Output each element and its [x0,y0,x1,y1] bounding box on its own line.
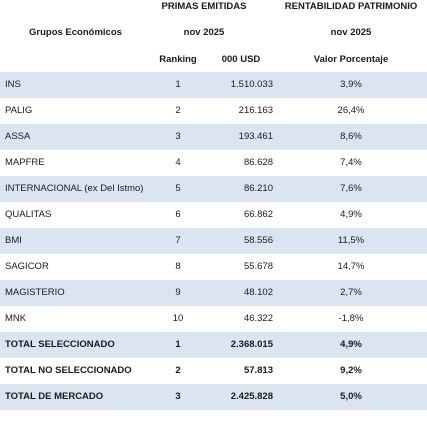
rentabilidad-value: 4,9% [340,209,362,220]
primas-value: 48.102 [243,287,273,298]
ranking-value: 6 [175,209,181,220]
rentabilidad-header-period: nov 2025 [330,27,372,38]
rentabilidad-value: 2,7% [340,287,362,298]
rentabilidad-value: 3,9% [340,79,362,90]
ranking-value: 1 [175,339,181,350]
valor-porcentaje-column-header: Valor Porcentaje [313,54,389,65]
rentabilidad-value: 5,0% [340,391,362,402]
ranking-value: 10 [172,313,184,324]
ranking-value: 2 [175,365,181,376]
primas-value: 57.813 [243,365,273,376]
ranking-value: 9 [175,287,181,298]
primas-value: 66.862 [243,209,273,220]
group-name: INS [5,79,21,90]
primas-value: 86.210 [243,183,273,194]
rentabilidad-value: 4,9% [340,339,362,350]
primas-value: 1.510.033 [230,79,273,90]
primas-value: 2.368.015 [230,339,273,350]
usd-column-header: 000 USD [221,54,261,65]
group-name: INTERNACIONAL (ex Del Istmo) [5,183,144,194]
primas-value: 216.163 [238,105,273,116]
group-name: TOTAL NO SELECCIONADO [5,365,132,376]
table-row: TOTAL SELECCIONADO 1 2.368.015 4,9% [0,332,427,358]
primas-value: 193.461 [238,131,273,142]
group-name: MAGISTERIO [5,287,65,298]
rentabilidad-value: 7,4% [340,157,362,168]
ranking-value: 5 [175,183,181,194]
ranking-value: 2 [175,105,181,116]
rentabilidad-value: 11,5% [337,235,365,246]
table-row: TOTAL NO SELECCIONADO 2 57.813 9,2% [0,358,427,384]
primas-value: 58.556 [243,235,273,246]
table-row: INTERNACIONAL (ex Del Istmo) 5 86.210 7,6% [0,176,427,202]
primas-value: 55.678 [243,261,273,272]
group-name: TOTAL SELECCIONADO [5,339,115,350]
group-name: BMI [5,235,22,246]
table-row: MNK 10 46.322 -1,8% [0,306,427,332]
table-row: BMI 7 58.556 11,5% [0,228,427,254]
primas-value: 86.628 [243,157,273,168]
table-row: SAGICOR 8 55.678 14,7% [0,254,427,280]
group-name: ASSA [5,131,31,142]
group-name: QUALITAS [5,209,52,220]
primas-header-period: nov 2025 [183,27,225,38]
table-row: TOTAL DE MERCADO 3 2.425.828 5,0% [0,384,427,410]
ranking-value: 7 [175,235,181,246]
table-row: INS 1 1.510.033 3,9% [0,72,427,98]
table-row: ASSA 3 193.461 8,6% [0,124,427,150]
table-row: MAPFRE 4 86.628 7,4% [0,150,427,176]
rentabilidad-value: 7,6% [340,183,362,194]
ranking-column-header: Ranking [159,54,197,65]
primas-value: 46.322 [243,313,273,324]
table-row: PALIG 2 216.163 26,4% [0,98,427,124]
rentabilidad-value: 26,4% [337,105,365,116]
grupos-economicos-header: Grupos Económicos [29,27,122,38]
table-row: MAGISTERIO 9 48.102 2,7% [0,280,427,306]
table-row: QUALITAS 6 66.862 4,9% [0,202,427,228]
ranking-value: 1 [175,79,181,90]
rentabilidad-value: -1,8% [338,313,364,324]
ranking-value: 3 [175,391,181,402]
rentabilidad-value: 9,2% [340,365,362,376]
group-name: SAGICOR [5,261,49,272]
group-name: MNK [5,313,27,324]
ranking-value: 3 [175,131,181,142]
group-name: MAPFRE [5,157,45,168]
ranking-value: 4 [175,157,181,168]
rentabilidad-value: 8,6% [340,131,362,142]
group-name: TOTAL DE MERCADO [5,391,104,402]
rentabilidad-value: 14,7% [337,261,365,272]
rentabilidad-header-title: RENTABILIDAD PATRIMONIO [284,1,418,12]
ranking-value: 8 [175,261,181,272]
primas-header-title: PRIMAS EMITIDAS [161,1,247,12]
primas-value: 2.425.828 [230,391,273,402]
group-name: PALIG [5,105,33,116]
